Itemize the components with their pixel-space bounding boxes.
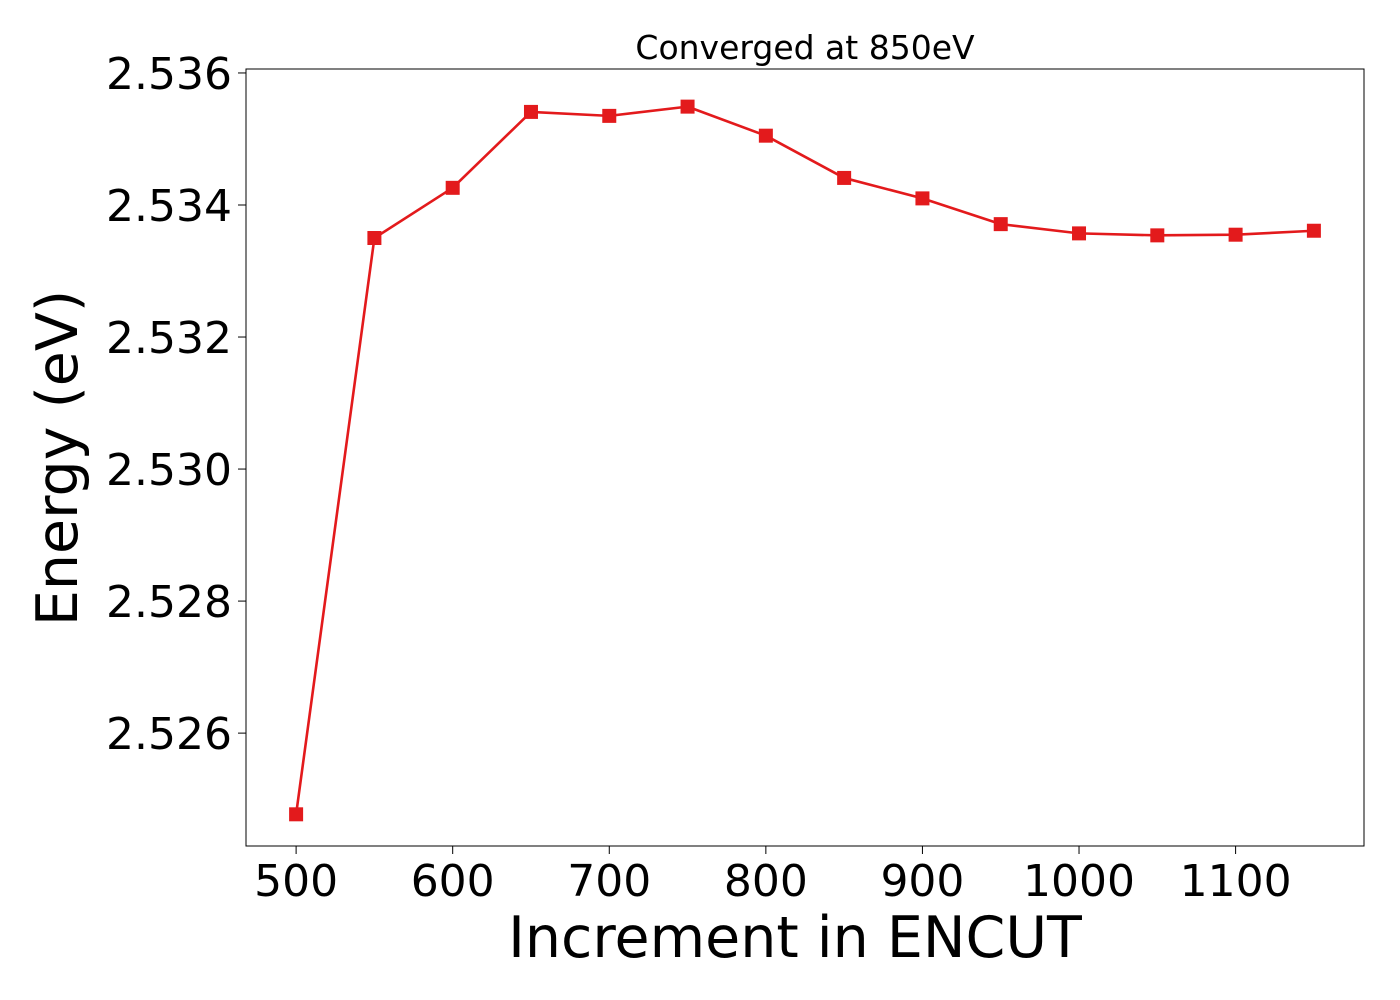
data-point <box>993 217 1008 232</box>
y-tick-label: 2.536 <box>106 49 232 100</box>
data-point <box>289 807 304 822</box>
data-point <box>837 170 852 185</box>
chart-title: Converged at 850eV <box>635 28 975 67</box>
data-point <box>1306 223 1321 238</box>
series-line <box>294 105 1314 815</box>
data-point <box>680 99 695 114</box>
x-tick-label: 1100 <box>1180 856 1292 907</box>
x-tick-label: 700 <box>567 856 651 907</box>
data-point <box>1150 228 1165 243</box>
y-tick-label: 2.530 <box>106 445 232 496</box>
x-tick-label: 900 <box>880 856 964 907</box>
plot-frame <box>245 68 1365 847</box>
data-point <box>367 230 382 245</box>
x-tick-label: 600 <box>411 856 495 907</box>
x-tick-label: 500 <box>254 856 338 907</box>
data-point <box>1072 226 1087 241</box>
y-tick-label: 2.532 <box>106 313 232 364</box>
data-point <box>1228 227 1243 242</box>
y-tick-label: 2.526 <box>106 709 232 760</box>
x-tick-label: 1000 <box>1023 856 1135 907</box>
y-tick-label: 2.534 <box>106 181 232 232</box>
data-point <box>602 108 617 123</box>
data-point <box>758 128 773 143</box>
x-axis-label: Increment in ENCUT <box>508 905 1082 971</box>
x-tick-label: 800 <box>724 856 808 907</box>
data-point <box>915 191 930 206</box>
plot-area: 500 600 700 800 900 1000 1100 2.526 2.528 2.530 2.… <box>106 49 1365 907</box>
y-tick-label: 2.528 <box>106 577 232 628</box>
data-point <box>445 180 460 195</box>
y-axis-label: Energy (eV) <box>25 290 91 626</box>
data-point <box>523 104 538 119</box>
